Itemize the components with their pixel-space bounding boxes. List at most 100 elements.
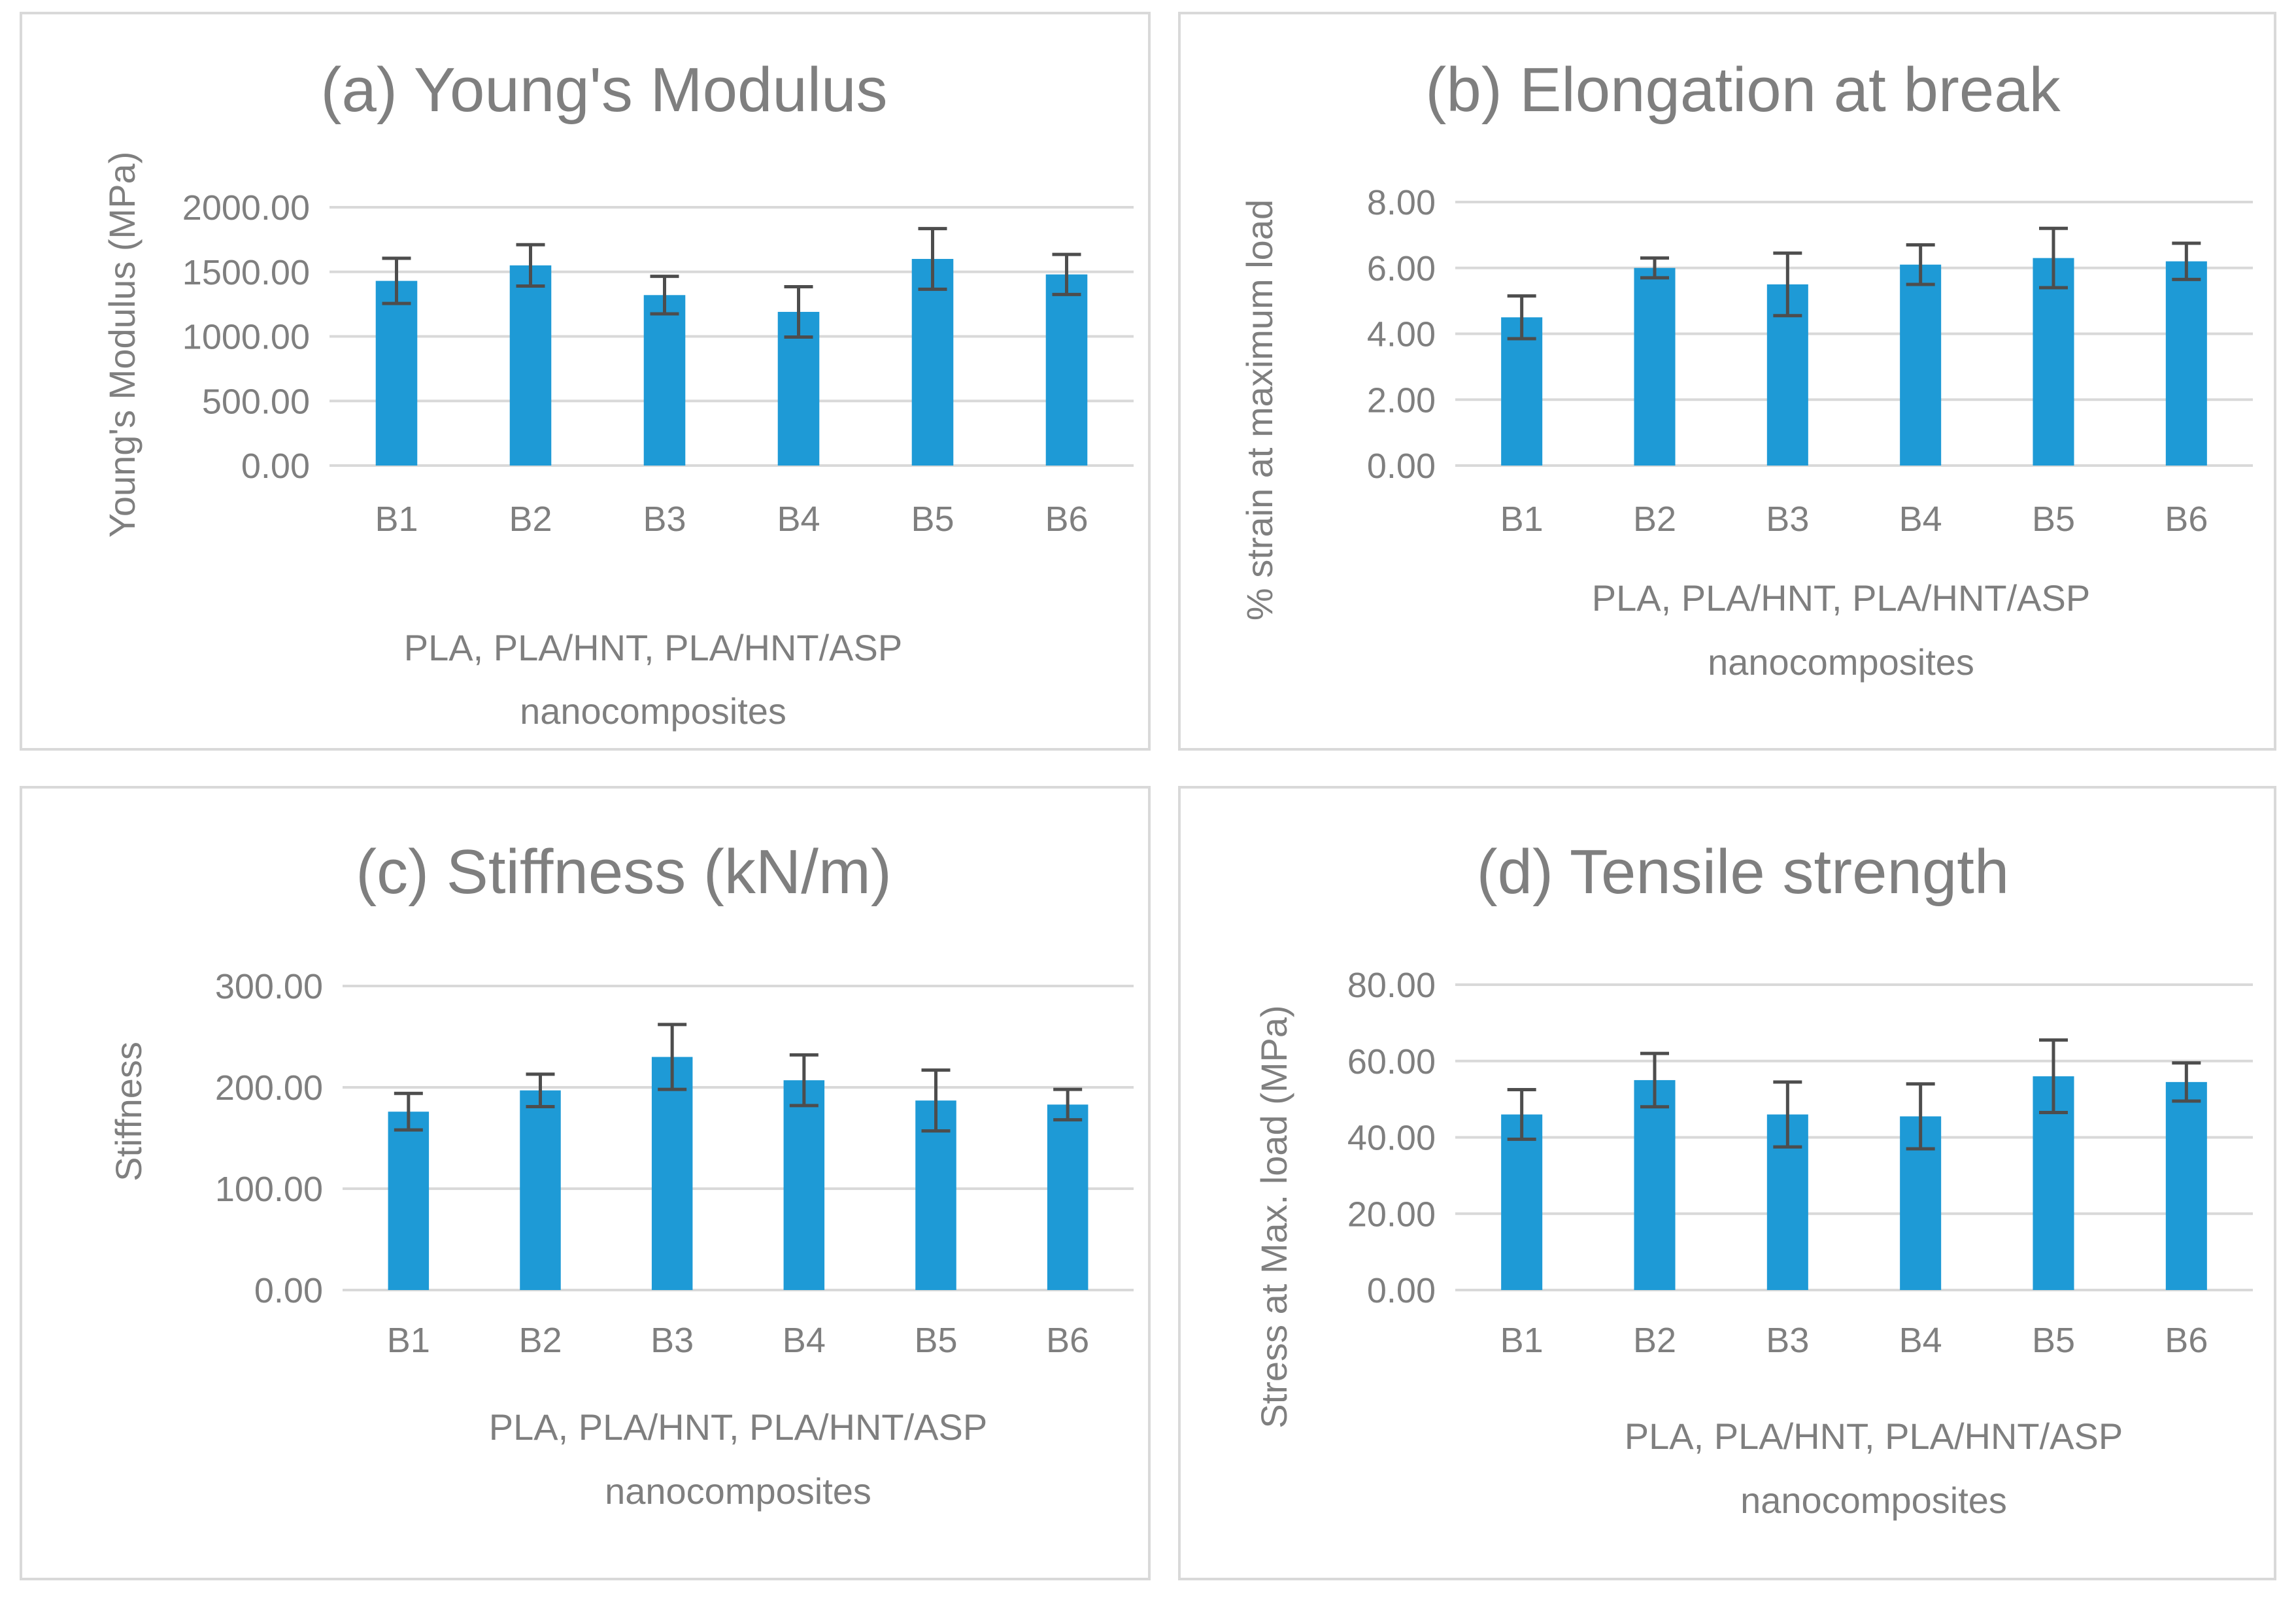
error-bar-b3 (1773, 1080, 1802, 1149)
chart-b-svg: (b) Elongation at break % strain at maxi… (1239, 55, 2253, 683)
error-bar-b2 (516, 243, 545, 288)
bar-b5 (2033, 258, 2074, 466)
x-tick-label: B4 (783, 1321, 826, 1360)
error-bar-b5 (921, 1068, 951, 1133)
x-tick-label: B4 (1899, 500, 1942, 539)
chart-title: (d) Tensile strength (1477, 837, 2010, 907)
error-bar-b5 (2039, 1038, 2068, 1115)
x-tick-label: B5 (2032, 500, 2075, 539)
x-axis-title-line2: nanocomposites (520, 690, 786, 732)
bar-b6 (1045, 274, 1088, 466)
x-tick-label: B3 (1766, 1321, 1809, 1360)
y-tick-label: 500.00 (202, 382, 310, 421)
y-tick-label: 2.00 (1367, 381, 1436, 420)
y-tick-label: 0.00 (1367, 447, 1436, 486)
error-bar-b4 (1906, 1082, 1935, 1151)
y-tick-label: 40.00 (1347, 1119, 1436, 1158)
x-axis-title-line1: PLA, PLA/HNT, PLA/HNT/ASP (404, 627, 902, 668)
y-tick-label: 0.00 (1367, 1271, 1436, 1310)
chart-panel-a: (a) Young's Modulus Young's Modulus (MPa… (20, 12, 1151, 751)
bar-b6 (2165, 261, 2207, 466)
chart-d-svg: (d) Tensile strength Stress at Max. load… (1253, 837, 2253, 1521)
error-bar-b3 (650, 275, 679, 316)
bar-b2 (1634, 267, 1676, 466)
x-tick-label: B4 (777, 500, 820, 539)
error-bar-b6 (2172, 1061, 2201, 1103)
y-tick-label: 0.00 (254, 1271, 323, 1310)
y-tick-label: 60.00 (1347, 1042, 1436, 1081)
y-tick-label: 4.00 (1367, 315, 1436, 354)
chart-panel-b: (b) Elongation at break % strain at maxi… (1178, 12, 2276, 751)
x-tick-label: B1 (1500, 500, 1544, 539)
y-axis-title: Stress at Max. load (MPa) (1253, 1005, 1294, 1428)
error-bar-b1 (1507, 1088, 1536, 1141)
x-tick-label: B3 (643, 500, 686, 539)
x-tick-label: B2 (1633, 500, 1676, 539)
y-tick-label: 100.00 (215, 1170, 323, 1209)
x-axis-title-line1: PLA, PLA/HNT, PLA/HNT/ASP (1592, 577, 2090, 619)
error-bar-b4 (1906, 243, 1935, 286)
error-bar-b1 (1507, 294, 1536, 341)
bar-b6 (2165, 1081, 2207, 1290)
bar-b2 (509, 265, 552, 466)
x-tick-label: B6 (1045, 500, 1088, 539)
bar-b1 (388, 1112, 430, 1290)
bar-b1 (1501, 1114, 1543, 1290)
y-tick-label: 1500.00 (182, 253, 310, 292)
x-tick-label: B5 (911, 500, 954, 539)
bar-b2 (1634, 1080, 1676, 1290)
error-bar-b4 (784, 284, 813, 339)
error-bar-b2 (1640, 256, 1669, 280)
bar-b4 (783, 1080, 825, 1290)
y-tick-label: 20.00 (1347, 1195, 1436, 1234)
y-tick-label: 200.00 (215, 1068, 323, 1108)
chart-panel-d: (d) Tensile strength Stress at Max. load… (1178, 786, 2276, 1580)
error-bar-b5 (2039, 226, 2068, 290)
chart-panel-c: (c) Stiffness (kN/m) Stiffness 0.00 100.0… (20, 786, 1151, 1580)
x-tick-label: B2 (518, 1321, 562, 1360)
x-axis-title-line2: nanocomposites (1708, 641, 1974, 683)
x-tick-label: B6 (1046, 1321, 1089, 1360)
x-tick-label: B2 (1633, 1321, 1676, 1360)
x-tick-label: B3 (1766, 500, 1809, 539)
bar-b6 (1047, 1104, 1089, 1290)
y-tick-label: 6.00 (1367, 249, 1436, 288)
x-axis-title-line2: nanocomposites (1740, 1480, 2007, 1521)
x-axis-title-line2: nanocomposites (605, 1470, 871, 1512)
y-tick-label: 0.00 (241, 447, 310, 486)
bar-b2 (520, 1090, 561, 1290)
bar-b1 (1501, 317, 1543, 466)
x-axis-title-line1: PLA, PLA/HNT, PLA/HNT/ASP (489, 1406, 987, 1448)
bar-b3 (643, 295, 686, 466)
x-tick-label: B6 (2165, 500, 2208, 539)
error-bar-b2 (526, 1072, 555, 1108)
error-bar-b5 (918, 227, 947, 291)
error-bar-b3 (658, 1023, 687, 1091)
x-tick-label: B2 (509, 500, 552, 539)
chart-title: (c) Stiffness (kN/m) (356, 837, 892, 907)
chart-title: (b) Elongation at break (1425, 55, 2061, 125)
error-bar-b3 (1773, 251, 1802, 318)
error-bar-b6 (2172, 241, 2201, 281)
bar-b3 (651, 1057, 693, 1290)
bar-b5 (911, 259, 954, 466)
x-tick-label: B3 (650, 1321, 694, 1360)
y-axis-title: % strain at maximum load (1239, 199, 1280, 620)
x-tick-label: B6 (2165, 1321, 2208, 1360)
bar-b4 (1900, 264, 1942, 466)
error-bar-b4 (789, 1053, 819, 1108)
y-tick-label: 2000.00 (182, 188, 310, 228)
y-tick-label: 8.00 (1367, 183, 1436, 222)
error-bar-b1 (394, 1091, 423, 1132)
error-bar-b6 (1053, 1087, 1083, 1122)
y-tick-label: 1000.00 (182, 318, 310, 357)
y-tick-label: 80.00 (1347, 966, 1436, 1005)
y-tick-label: 300.00 (215, 967, 323, 1006)
bar-b1 (375, 280, 418, 466)
x-tick-label: B1 (1500, 1321, 1544, 1360)
chart-c-svg: (c) Stiffness (kN/m) Stiffness 0.00 100.0… (108, 837, 1134, 1512)
x-axis-title-line1: PLA, PLA/HNT, PLA/HNT/ASP (1625, 1416, 2123, 1457)
x-tick-label: B4 (1899, 1321, 1942, 1360)
x-tick-label: B1 (387, 1321, 430, 1360)
error-bar-b6 (1052, 252, 1081, 296)
